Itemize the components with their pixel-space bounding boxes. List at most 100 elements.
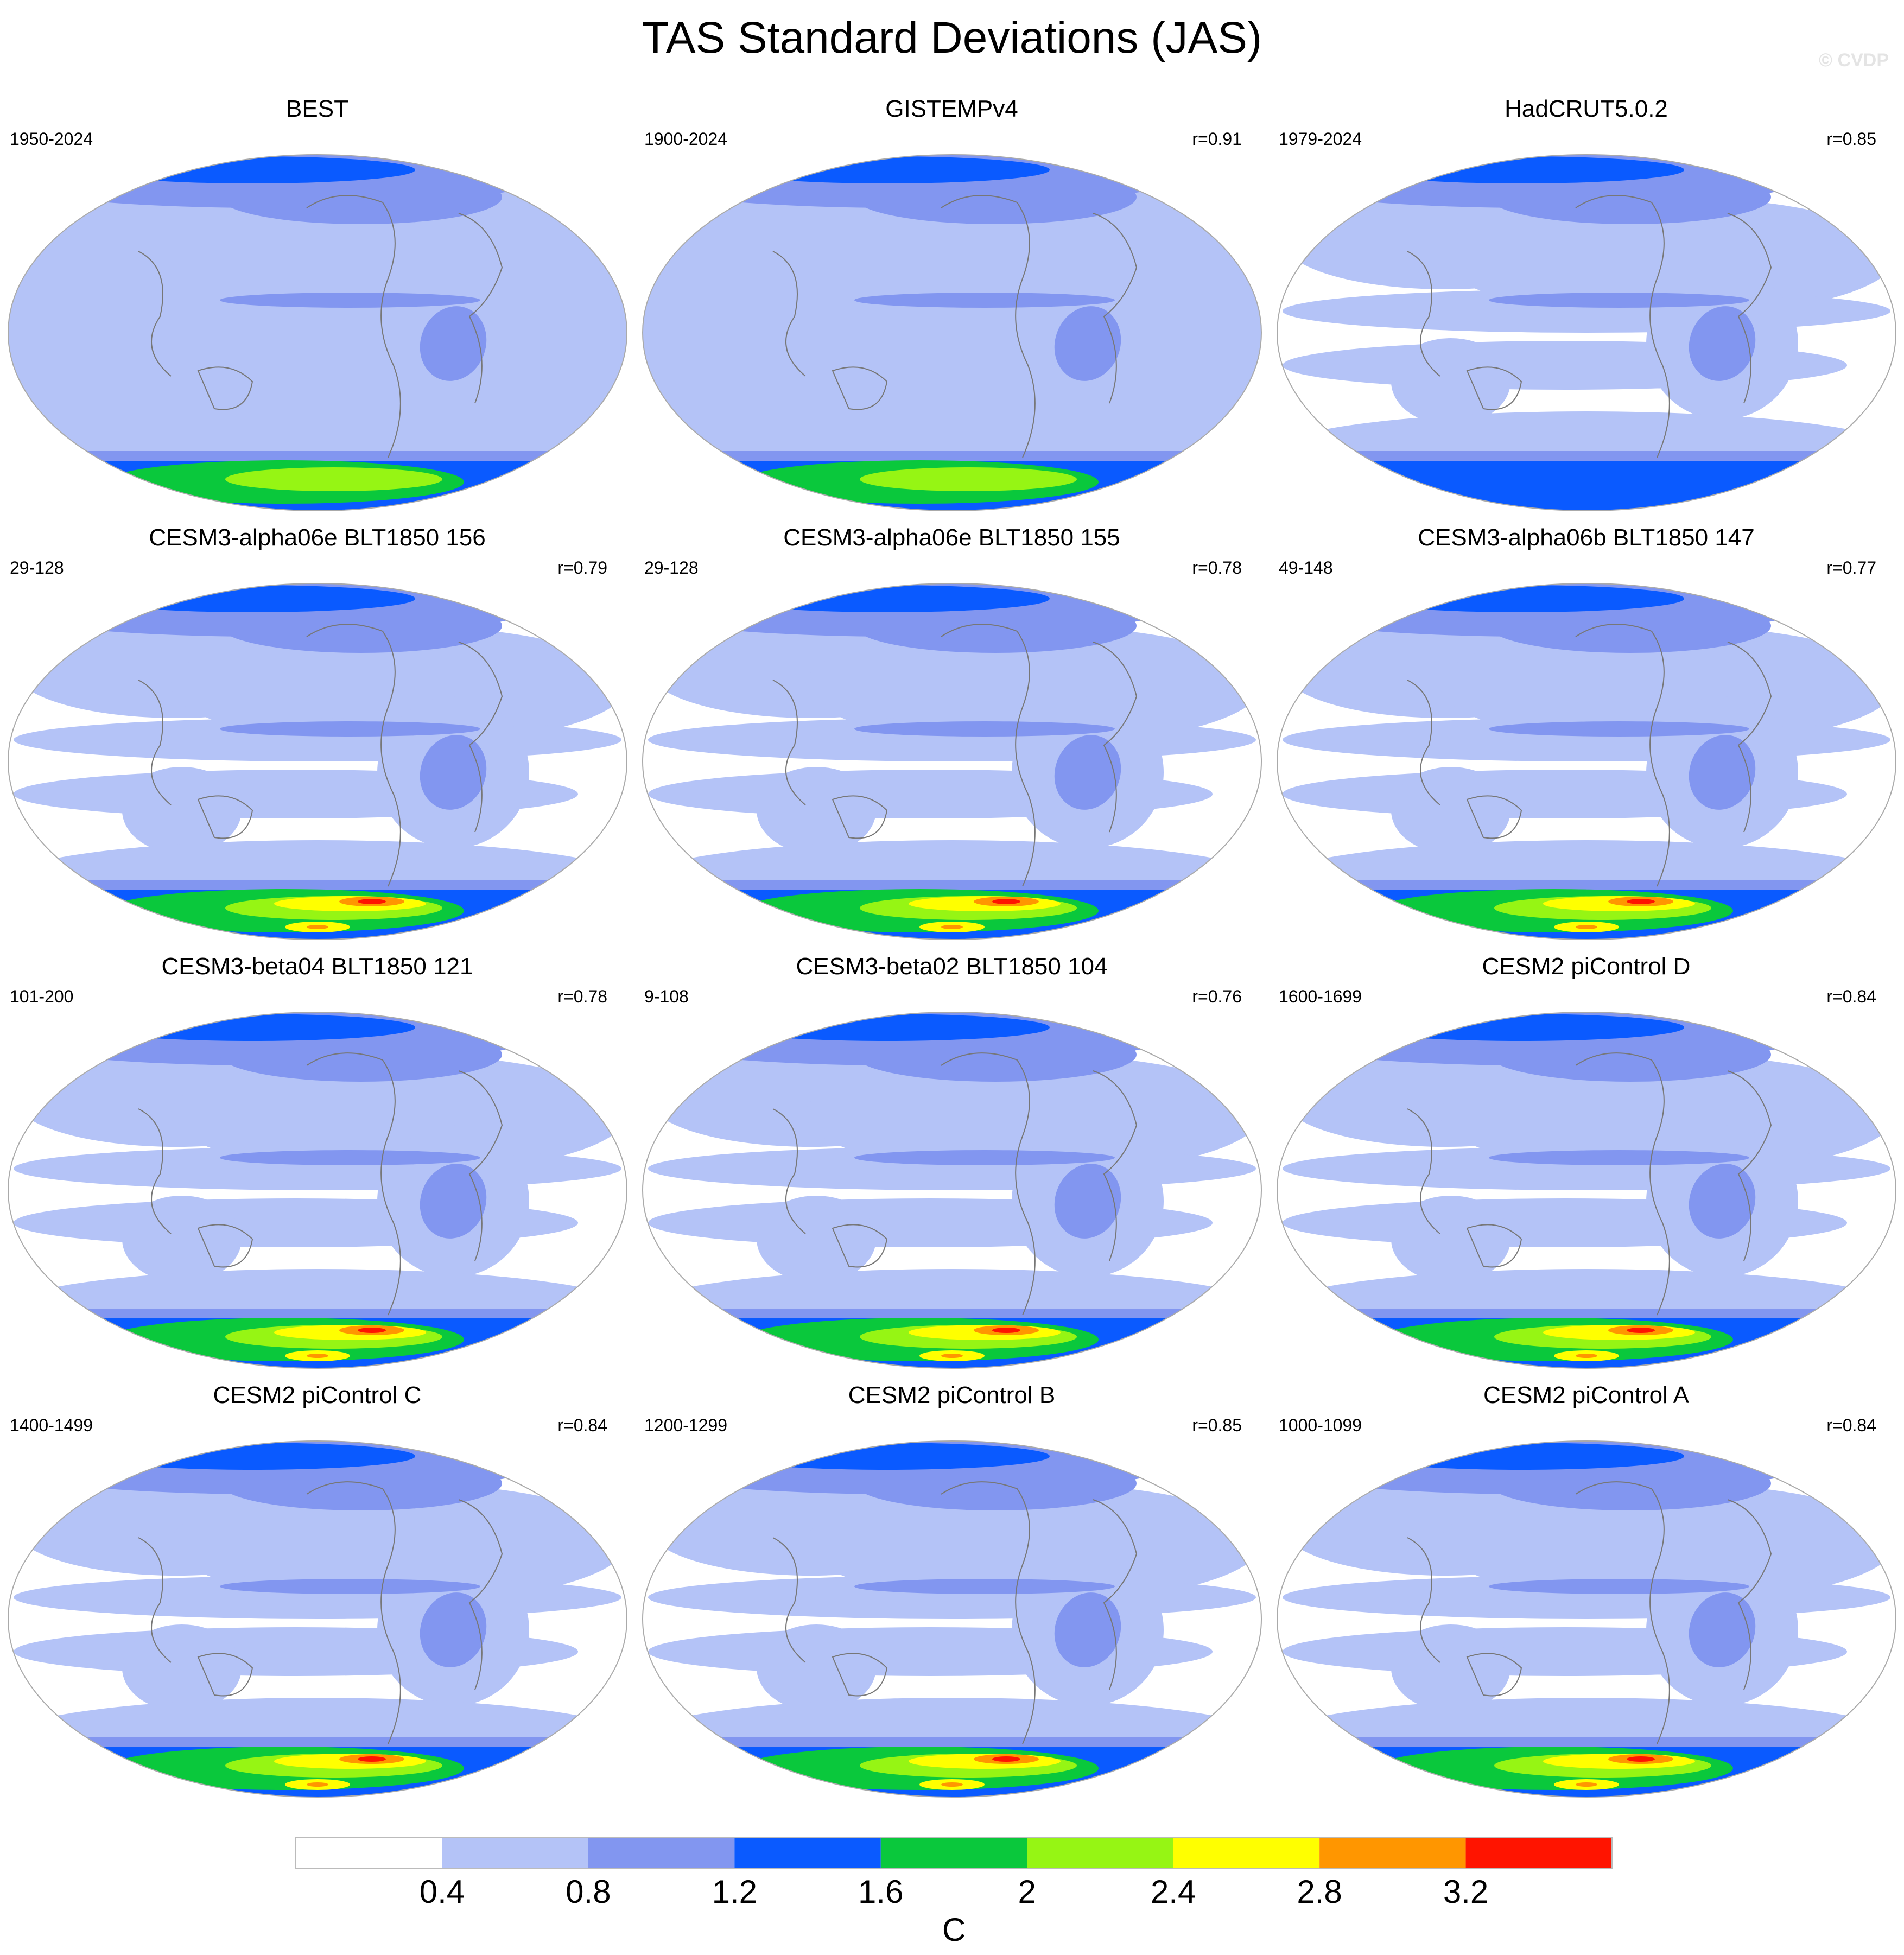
map-border <box>642 583 1262 940</box>
field-contour <box>90 156 415 183</box>
southern-band <box>1277 461 1896 511</box>
period-label: 1600-1699 <box>1279 987 1362 1006</box>
coastline <box>1727 213 1772 404</box>
field-contour <box>1359 1443 1684 1470</box>
coastline <box>197 366 253 410</box>
colorbar-swatch <box>442 1837 588 1869</box>
map-panel: CESM2 piControl B 1200-1299 r=0.85 <box>634 1381 1269 1810</box>
colorbar-swatch <box>1319 1837 1466 1869</box>
map-panel: CESM2 piControl C 1400-1499 r=0.84 <box>0 1381 634 1810</box>
coastline <box>1466 1653 1522 1697</box>
pattern-correlation-label: r=0.77 <box>1826 558 1876 577</box>
map-panel: CESM2 piControl A 1000-1099 r=0.84 <box>1269 1381 1903 1810</box>
panel-title: CESM3-alpha06e BLT1850 155 <box>783 524 1120 551</box>
coastline <box>138 1537 172 1663</box>
colorbar-swatch <box>588 1837 735 1869</box>
panel-title: BEST <box>286 96 348 122</box>
panel-title: CESM2 piControl B <box>848 1382 1056 1408</box>
field-contour <box>1576 1354 1597 1358</box>
field-contour <box>1440 1483 1896 1603</box>
coastline <box>458 642 503 833</box>
coastline <box>1575 624 1670 887</box>
map-border <box>8 154 627 511</box>
map-svg <box>8 1440 627 1798</box>
field-contour <box>1391 1624 1510 1711</box>
map-border <box>8 1440 627 1798</box>
field-contour <box>1391 338 1510 425</box>
map-border <box>8 1012 627 1369</box>
field-contour <box>941 1782 963 1787</box>
colorbar-swatch <box>1027 1837 1173 1869</box>
coastline <box>306 624 401 887</box>
field-contour <box>724 1443 1050 1470</box>
field-contour <box>307 1782 328 1787</box>
field-contour <box>420 306 487 381</box>
field-contour <box>358 1328 386 1333</box>
coastline <box>832 366 888 410</box>
field-contour <box>90 1443 415 1470</box>
map-panel: CESM2 piControl D 1600-1699 r=0.84 <box>1269 953 1903 1381</box>
map-panel: CESM3-alpha06e BLT1850 155 29-128 r=0.78 <box>634 524 1269 953</box>
field-contour <box>1689 735 1756 810</box>
field-contour <box>90 1014 415 1041</box>
map-svg <box>1277 154 1896 511</box>
field-contour <box>220 1579 480 1594</box>
field-contour <box>1489 293 1749 308</box>
pattern-correlation-label: r=0.78 <box>557 987 607 1006</box>
field-contour <box>854 1150 1115 1165</box>
field-contour <box>854 293 1115 308</box>
map-svg <box>8 154 627 511</box>
field-contour <box>1054 306 1121 381</box>
map-svg <box>642 154 1262 511</box>
pattern-correlation-label: r=0.85 <box>1826 129 1876 149</box>
coastline <box>1575 195 1670 458</box>
pattern-correlation-label: r=0.76 <box>1192 987 1242 1006</box>
field-contour <box>1689 1164 1756 1239</box>
coastline <box>1466 1224 1522 1268</box>
field-contour <box>420 1164 487 1239</box>
coastline <box>138 1108 172 1234</box>
map-border <box>642 1440 1262 1798</box>
field-contour <box>307 925 328 929</box>
pattern-correlation-label: r=0.84 <box>1826 1416 1876 1435</box>
panel-title: CESM2 piControl A <box>1483 1382 1690 1408</box>
field-contour <box>1359 1014 1684 1041</box>
coastline <box>1093 642 1138 833</box>
field-contour <box>1489 1150 1749 1165</box>
figure-title: TAS Standard Deviations (JAS) <box>642 13 1262 62</box>
colorbar-units-label: C <box>942 1912 966 1948</box>
field-contour <box>1054 735 1121 810</box>
panel-title: HadCRUT5.0.2 <box>1505 96 1668 122</box>
coastline <box>1727 1070 1772 1261</box>
map-border <box>1277 1012 1896 1369</box>
period-label: 1950-2024 <box>10 129 93 149</box>
field-contour <box>358 899 386 904</box>
panel-title: GISTEMPv4 <box>885 96 1018 122</box>
colorbar-swatch <box>734 1837 881 1869</box>
field-contour <box>805 1483 1261 1603</box>
coastline <box>458 213 503 404</box>
coastline <box>1093 1070 1138 1261</box>
coastline <box>941 624 1036 887</box>
map-border <box>1277 1440 1896 1798</box>
field-contour <box>1440 197 1896 316</box>
coastline <box>306 1481 401 1744</box>
colorbar-swatch <box>880 1837 1027 1869</box>
field-contour <box>805 1055 1261 1174</box>
map-panel: CESM3-alpha06b BLT1850 147 49-148 r=0.77 <box>1269 524 1903 953</box>
coastline <box>1407 1108 1440 1234</box>
field-contour <box>992 1756 1020 1762</box>
coastline <box>772 251 806 377</box>
field-contour <box>225 467 442 491</box>
field-contour <box>220 1150 480 1165</box>
coastline <box>197 1653 253 1697</box>
coastline <box>832 1224 888 1268</box>
field-contour <box>805 626 1261 745</box>
coastline <box>772 680 806 805</box>
field-contour <box>941 925 963 929</box>
pattern-correlation-label: r=0.84 <box>557 1416 607 1435</box>
colorbar-tick-label: 1.2 <box>712 1874 758 1910</box>
field-contour <box>1627 1328 1655 1333</box>
map-border <box>1277 583 1896 940</box>
period-label: 1000-1099 <box>1279 1416 1362 1435</box>
